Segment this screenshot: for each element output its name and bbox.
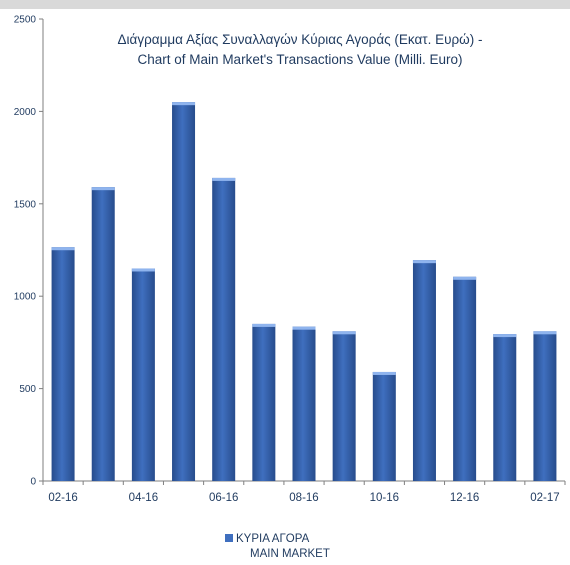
- y-tick-label: 1500: [14, 199, 37, 210]
- bar: [412, 260, 436, 481]
- bar-top-highlight: [412, 260, 436, 264]
- x-tick-label: 10-16: [370, 492, 399, 504]
- legend-label-english: MAIN MARKET: [250, 548, 330, 560]
- bar-top-highlight: [292, 326, 316, 330]
- bar: [453, 276, 477, 481]
- bar: [172, 102, 196, 481]
- y-tick-label: 1000: [14, 292, 37, 303]
- chart-title-line1: Διάγραμμα Αξίας Συναλλαγών Κύριας Αγοράς…: [117, 32, 483, 47]
- x-tick-label: 02-16: [48, 492, 77, 504]
- top-bar: [0, 0, 570, 9]
- bar-top-highlight: [332, 331, 356, 335]
- bar: [332, 331, 356, 481]
- bar: [131, 268, 155, 481]
- bar-top-highlight: [91, 187, 115, 191]
- y-tick-label: 500: [19, 384, 36, 395]
- bar: [252, 323, 276, 481]
- legend-swatch: [225, 534, 233, 542]
- bar: [292, 326, 316, 481]
- bar-top-highlight: [131, 268, 155, 272]
- chart-title-line2: Chart of Main Market's Transactions Valu…: [137, 52, 463, 67]
- bar-top-highlight: [172, 102, 196, 106]
- y-tick-label: 2000: [14, 107, 37, 118]
- y-tick-label: 0: [30, 477, 36, 488]
- bar-top-highlight: [212, 177, 236, 181]
- x-tick-label: 06-16: [209, 492, 238, 504]
- bar-top-highlight: [493, 334, 517, 338]
- x-tick-label: 04-16: [129, 492, 158, 504]
- x-tick-label: 12-16: [450, 492, 479, 504]
- bar: [212, 177, 236, 482]
- legend-label-greek: ΚΥΡΙΑ ΑΓΟΡΑ: [236, 533, 310, 545]
- bar: [533, 331, 557, 481]
- bar-top-highlight: [453, 276, 477, 280]
- x-tick-label: 02-17: [530, 492, 559, 504]
- bar: [51, 247, 75, 481]
- bar-top-highlight: [533, 331, 557, 335]
- x-tick-label: 08-16: [289, 492, 318, 504]
- legend: ΚΥΡΙΑ ΑΓΟΡΑ MAIN MARKET: [225, 532, 330, 562]
- bar: [91, 187, 115, 481]
- chart-title: Διάγραμμα Αξίας Συναλλαγών Κύριας Αγοράς…: [40, 30, 560, 70]
- bar-top-highlight: [252, 323, 276, 327]
- bar-top-highlight: [372, 371, 396, 375]
- bar: [493, 334, 517, 481]
- bar-top-highlight: [51, 247, 75, 251]
- bar: [372, 371, 396, 481]
- y-tick-label: 2500: [14, 15, 37, 26]
